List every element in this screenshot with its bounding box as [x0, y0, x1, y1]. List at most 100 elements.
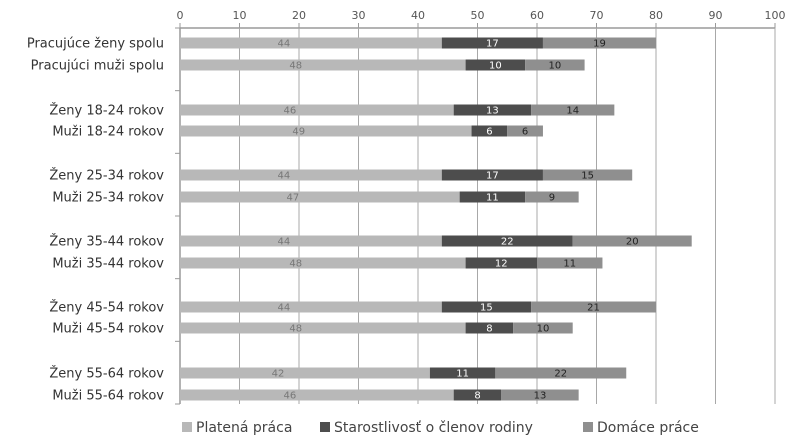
x-axis-ticks: 0 10 20 30 40 50 60 70 80 90 100 — [177, 9, 786, 28]
bar-segment — [537, 257, 603, 269]
legend-swatch — [583, 422, 593, 432]
bar-segment — [531, 104, 615, 116]
x-tick-label: 90 — [709, 9, 723, 22]
data-label: 22 — [554, 369, 567, 380]
bar-segment — [465, 257, 537, 269]
bar-segment — [180, 169, 442, 181]
data-label: 14 — [566, 106, 579, 117]
bar-segment — [441, 169, 543, 181]
bar-segment — [180, 235, 442, 247]
category-label: Pracujúce ženy spolu — [27, 37, 164, 52]
bar-segment — [513, 322, 573, 334]
bar-segment — [572, 235, 692, 247]
data-label: 22 — [501, 237, 514, 248]
bar-series: 44 17 19 48 10 10 46 13 14 49 6 6 44 17 15 47 11 9 44 22 20 4… — [180, 37, 692, 402]
category-label: Ženy 55-64 rokov — [49, 366, 164, 382]
bar-segment — [180, 367, 430, 379]
data-label: 13 — [534, 391, 547, 402]
data-label: 19 — [593, 39, 606, 50]
data-label: 42 — [272, 369, 285, 380]
x-tick-label: 30 — [352, 9, 366, 22]
bar-segment — [441, 37, 543, 49]
data-label: 20 — [626, 237, 639, 248]
bar-segment — [441, 301, 532, 313]
data-label: 12 — [495, 259, 508, 270]
bar-segment — [459, 191, 526, 203]
data-label: 44 — [278, 237, 291, 248]
bar-segment — [542, 37, 656, 49]
bar-segment — [180, 257, 466, 269]
category-label: Muži 55-64 rokov — [52, 389, 164, 404]
bar-segment — [471, 125, 508, 137]
bar-segment — [180, 104, 454, 116]
bar-segment — [525, 59, 585, 71]
bar-segment — [429, 367, 496, 379]
legend-label: Starostlivosť o členov rodiny — [334, 420, 533, 436]
x-tick-label: 20 — [292, 9, 306, 22]
legend-item: Domáce práce — [583, 420, 699, 436]
bar-segment — [465, 322, 514, 334]
x-tick-label: 0 — [177, 9, 184, 22]
legend-label: Platená práca — [196, 420, 292, 436]
legend-swatch — [182, 422, 192, 432]
bar-segment — [180, 125, 472, 137]
bar-segment — [180, 322, 466, 334]
data-label: 11 — [563, 259, 576, 270]
bar-segment — [180, 37, 442, 49]
legend-item: Platená práca — [182, 420, 292, 436]
category-label: Ženy 45-54 rokov — [49, 300, 164, 316]
data-label: 6 — [486, 127, 492, 138]
bar-segment — [501, 389, 579, 401]
data-label: 48 — [289, 259, 302, 270]
data-label: 48 — [289, 61, 302, 72]
data-label: 21 — [587, 303, 600, 314]
data-label: 17 — [486, 39, 499, 50]
x-tick-label: 70 — [590, 9, 604, 22]
data-label: 49 — [292, 127, 305, 138]
bar-segment — [180, 301, 442, 313]
data-label: 9 — [549, 193, 555, 204]
category-label: Pracujúci muži spolu — [31, 59, 164, 74]
bar-segment — [465, 59, 526, 71]
legend-item: Starostlivosť o členov rodiny — [320, 420, 533, 436]
data-label: 48 — [289, 324, 302, 335]
data-label: 10 — [537, 324, 550, 335]
category-labels: Pracujúce ženy spolu Pracujúci muži spolu… — [27, 37, 164, 404]
category-label: Muži 35-44 rokov — [52, 257, 164, 272]
x-tick-label: 100 — [765, 9, 786, 22]
data-label: 46 — [283, 106, 296, 117]
category-label: Ženy 25-34 rokov — [49, 168, 164, 184]
x-tick-label: 50 — [471, 9, 485, 22]
data-label: 17 — [486, 171, 499, 182]
x-tick-label: 60 — [530, 9, 544, 22]
data-label: 44 — [278, 39, 291, 50]
gridlines — [175, 27, 776, 405]
bar-segment — [507, 125, 543, 137]
data-label: 10 — [548, 61, 561, 72]
data-label: 8 — [486, 324, 492, 335]
bar-segment — [180, 191, 460, 203]
category-label: Muži 45-54 rokov — [52, 322, 164, 337]
x-tick-label: 10 — [233, 9, 247, 22]
category-label: Muži 25-34 rokov — [52, 191, 164, 206]
legend-label: Domáce práce — [597, 420, 699, 436]
data-label: 15 — [581, 171, 594, 182]
x-tick-label: 80 — [649, 9, 663, 22]
data-label: 44 — [278, 171, 291, 182]
bar-segment — [531, 301, 656, 313]
data-label: 47 — [286, 193, 299, 204]
category-label: Ženy 18-24 rokov — [49, 103, 164, 119]
category-label: Muži 18-24 rokov — [52, 125, 164, 140]
category-label: Ženy 35-44 rokov — [49, 234, 164, 250]
legend-swatch — [320, 422, 330, 432]
data-label: 11 — [456, 369, 469, 380]
bar-segment — [453, 104, 532, 116]
bar-segment — [453, 389, 502, 401]
bar-segment — [180, 59, 466, 71]
data-label: 46 — [283, 391, 296, 402]
data-label: 13 — [486, 106, 499, 117]
bar-segment — [441, 235, 573, 247]
bar-segment — [495, 367, 627, 379]
data-label: 10 — [489, 61, 502, 72]
